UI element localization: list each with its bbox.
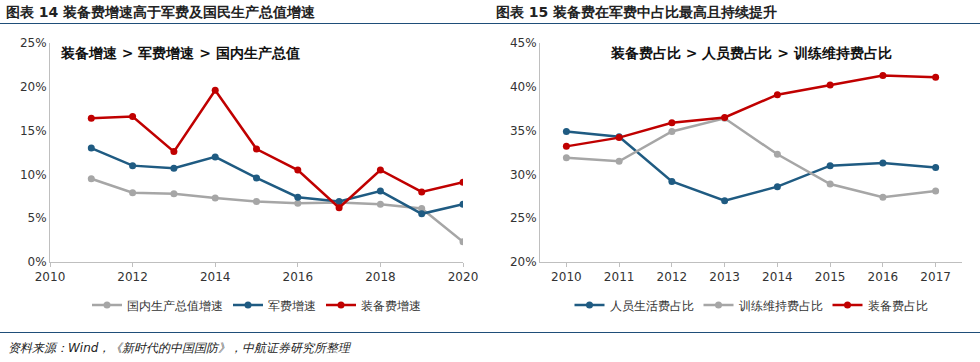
- html-text:图表 14 装备费增速高于军费及国民生产总值增速: 图表 14 装备费增速高于军费及国民生产总值增速: [6, 4, 316, 20]
- svg-text:25%: 25%: [20, 36, 47, 50]
- svg-text:装备增速 > 军费增速 > 国内生产总值: 装备增速 > 军费增速 > 国内生产总值: [60, 45, 300, 61]
- html-text:图表 15 装备费在军费中占比最高且持续提升: 图表 15 装备费在军费中占比最高且持续提升: [496, 4, 778, 20]
- svg-text:训练维持费占比: 训练维持费占比: [739, 299, 823, 313]
- svg-text:2015: 2015: [815, 270, 846, 284]
- svg-text:国内生产总值增速: 国内生产总值增速: [127, 299, 223, 313]
- svg-text:军费增速: 军费增速: [268, 299, 316, 313]
- svg-text:2014: 2014: [762, 270, 793, 284]
- svg-text:25%: 25%: [510, 211, 537, 225]
- svg-text:装备费占比 > 人员费占比 > 训练维持费占比: 装备费占比 > 人员费占比 > 训练维持费占比: [610, 45, 892, 61]
- svg-text:10%: 10%: [20, 168, 47, 182]
- svg-text:0%: 0%: [28, 255, 47, 269]
- svg-text:20%: 20%: [510, 255, 537, 269]
- html-text:资料来源：Wind，《新时代的中国国防》，中航证券研究所整理: 资料来源：Wind，《新时代的中国国防》，中航证券研究所整理: [8, 341, 351, 355]
- svg-text:2016: 2016: [283, 270, 314, 284]
- svg-text:2020: 2020: [448, 270, 479, 284]
- svg-text:装备费占比: 装备费占比: [868, 299, 928, 313]
- svg-text:45%: 45%: [510, 36, 537, 50]
- svg-text:15%: 15%: [20, 124, 47, 138]
- svg-text:20%: 20%: [20, 80, 47, 94]
- svg-text:2012: 2012: [117, 270, 148, 284]
- svg-text:2010: 2010: [35, 270, 66, 284]
- svg-text:2012: 2012: [657, 270, 688, 284]
- svg-text:2014: 2014: [200, 270, 231, 284]
- svg-text:2010: 2010: [551, 270, 582, 284]
- svg-text:35%: 35%: [510, 124, 537, 138]
- svg-text:装备费增速: 装备费增速: [361, 299, 421, 313]
- svg-text:5%: 5%: [28, 211, 47, 225]
- svg-text:2011: 2011: [604, 270, 635, 284]
- svg-text:30%: 30%: [510, 168, 537, 182]
- svg-text:2018: 2018: [365, 270, 396, 284]
- svg-text:2017: 2017: [920, 270, 951, 284]
- svg-text:2016: 2016: [868, 270, 899, 284]
- svg-text:40%: 40%: [510, 80, 537, 94]
- svg-text:2013: 2013: [709, 270, 740, 284]
- svg-text:人员生活费占比: 人员生活费占比: [610, 299, 694, 313]
